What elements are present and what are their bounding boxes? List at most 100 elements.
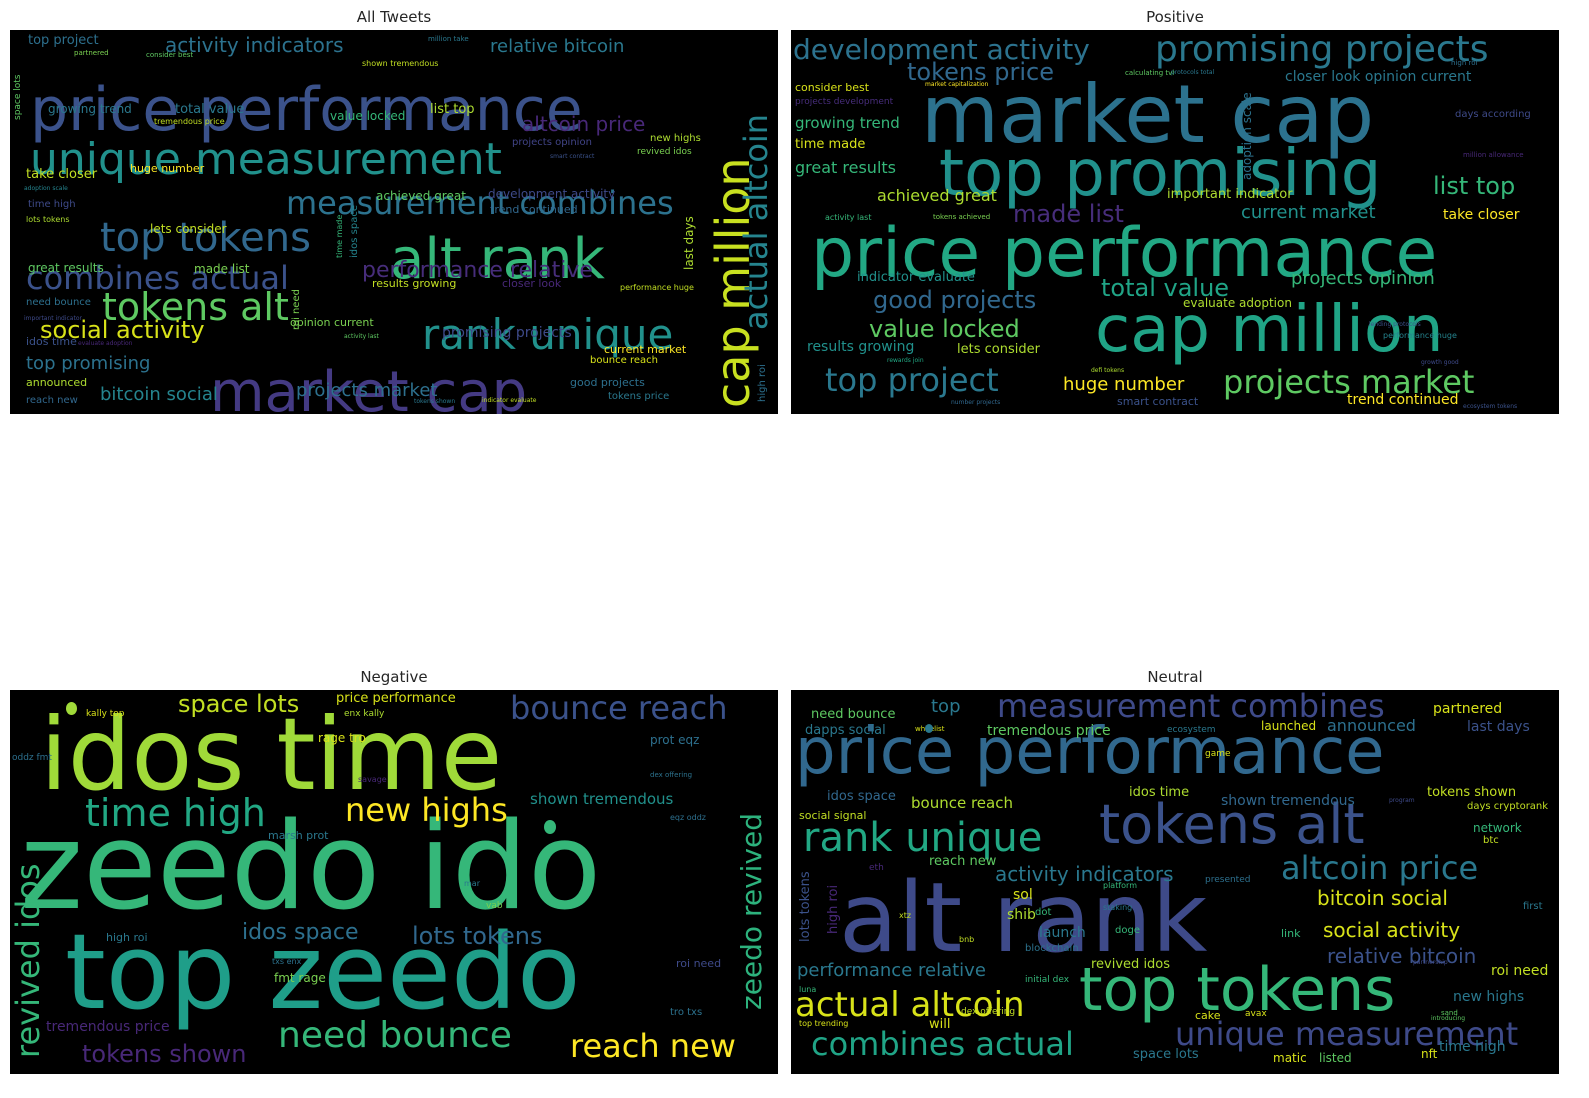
word: presented [1205, 875, 1251, 885]
word: idos time [40, 696, 503, 813]
word: promising projects [442, 325, 572, 341]
word: performance huge [620, 283, 694, 292]
word: important indicator [24, 315, 82, 322]
word: price performance [811, 214, 1438, 293]
word: reach new [929, 854, 997, 869]
wordcloud-negative: zeedo ido idos time top zeedo time high … [10, 690, 778, 1074]
word: time high [85, 791, 266, 835]
word: eth [869, 863, 884, 873]
word: social activity [40, 316, 205, 344]
wordcloud-positive: market cap top promising price performan… [791, 30, 1559, 414]
word: projects opinion [1291, 268, 1435, 289]
word: space lots [13, 74, 23, 121]
word: top project [28, 33, 99, 48]
word: social activity [1323, 918, 1461, 942]
word: activity last [825, 213, 872, 222]
word: tokens price [907, 58, 1054, 86]
word: measurement combines [997, 690, 1385, 725]
word: opinion current [290, 316, 374, 329]
word: tokens achieved [933, 213, 991, 221]
word: value locked [869, 315, 1020, 343]
word: time high [28, 199, 76, 210]
word: top promising [939, 137, 1382, 211]
word: idos space [827, 789, 896, 804]
word: time made [795, 137, 866, 152]
word: activity indicators [995, 862, 1174, 886]
word: current market [1241, 202, 1376, 223]
word: results growing [372, 277, 457, 290]
word: defi tokens [1091, 367, 1125, 374]
word: good projects [570, 376, 645, 389]
word-dot-mark [925, 724, 933, 733]
word: shib [1007, 907, 1036, 923]
word: rank unique [422, 310, 674, 359]
word: last days [1467, 719, 1530, 735]
word: price performance [336, 691, 456, 706]
word: announced [26, 376, 88, 389]
word: top [931, 696, 961, 717]
word: consider best [146, 51, 194, 59]
word: bnb [959, 935, 975, 944]
word: projects market [1223, 363, 1475, 401]
word: shown tremendous [1221, 793, 1355, 809]
word: activity indicators [165, 33, 344, 57]
word: game [1205, 749, 1231, 759]
word: cap million [1095, 293, 1444, 367]
word: tremendous price [46, 1019, 170, 1035]
word: space lots [178, 690, 300, 718]
word: take closer [1443, 207, 1520, 223]
word: new highs [650, 133, 701, 144]
word: revived idos [10, 863, 47, 1058]
word: platform [1103, 881, 1137, 890]
word: unique measurement [30, 134, 502, 185]
word: combines actual [811, 1025, 1074, 1063]
word: matic [1273, 1051, 1307, 1065]
word: consider best [795, 81, 870, 94]
word: rage tro [318, 731, 366, 745]
word: list top [1433, 172, 1516, 200]
word: growing trend [48, 102, 132, 116]
word: total value [1101, 274, 1230, 302]
word: top tokens [100, 215, 311, 261]
word: tremendous price [154, 117, 225, 126]
word: relative bitcoin [490, 36, 625, 57]
word: growing trend [795, 114, 900, 132]
word: tokens alt [1099, 793, 1365, 856]
word: evaluate adoption [78, 340, 133, 347]
panel-title-all-tweets: All Tweets [356, 8, 432, 26]
panel-title-neutral: Neutral [1147, 668, 1203, 686]
word: development activity [793, 33, 1090, 66]
word: partnered [74, 49, 109, 57]
word: trend continued [1347, 392, 1459, 408]
word: tokens shown [82, 1040, 247, 1068]
word: program [1389, 797, 1415, 804]
word: btc [1483, 835, 1499, 846]
word: important indicator [1167, 187, 1293, 202]
word: projects opinion [512, 137, 592, 148]
word: million allowance [1463, 151, 1524, 159]
word: list top [430, 102, 475, 117]
word-dot-mark [544, 820, 556, 834]
word: cake [1195, 1009, 1221, 1022]
word-dot-mark [66, 702, 77, 715]
word: new highs [345, 791, 508, 829]
word: evaluate adoption [1183, 296, 1292, 310]
word: performance relative [797, 960, 986, 981]
word: need bounce [26, 297, 91, 308]
word: sol [1013, 887, 1033, 903]
word: unique measurement [1175, 1015, 1519, 1053]
word: huge number [1063, 374, 1185, 395]
word: prot eqz [650, 733, 700, 747]
word: last days [682, 216, 696, 270]
word: made list [194, 262, 250, 276]
word: actual altcoin [737, 113, 775, 330]
word: results growing [807, 339, 915, 355]
word: trend continued [490, 203, 578, 216]
word: closer look opinion current [1285, 69, 1472, 85]
word: market cap [921, 68, 1375, 161]
word: shown tremendous [530, 790, 674, 808]
word: projects market [296, 380, 438, 401]
word: made list [1013, 200, 1124, 228]
word: actual altcoin [795, 985, 1025, 1025]
word: link [1281, 927, 1301, 940]
